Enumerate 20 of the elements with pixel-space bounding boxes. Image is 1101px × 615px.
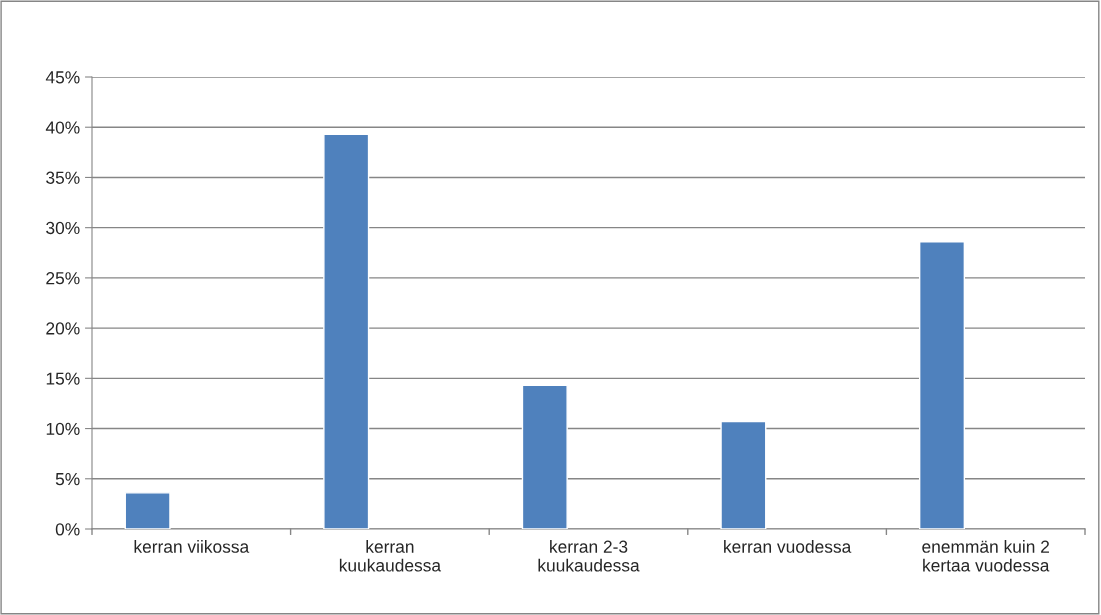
bar: [720, 420, 767, 529]
bar: [918, 241, 966, 529]
x-tick-label: enemmän kuin 2 kertaa vuodessa: [922, 540, 1050, 572]
y-tick-label: 35%: [46, 171, 80, 184]
y-tick-label: 0%: [55, 523, 80, 536]
x-tick-label: kerran vuodessa: [724, 540, 852, 553]
y-tick-label: 5%: [55, 473, 80, 486]
y-tick-label: 20%: [46, 322, 80, 335]
bar: [124, 492, 171, 529]
y-tick-label: 25%: [46, 272, 80, 285]
y-tick-label: 10%: [46, 422, 80, 436]
x-tick-label: kerran viikossa: [134, 540, 250, 553]
bar: [323, 133, 370, 529]
y-tick-label: 40%: [45, 121, 80, 134]
y-tick-label: 30%: [46, 221, 80, 235]
x-tick-label: kerran kuukaudessa: [339, 540, 442, 572]
y-tick-label: 45%: [45, 71, 80, 84]
bar: [521, 384, 568, 529]
x-tick-label: kerran 2-3 kuukaudessa: [538, 540, 640, 572]
y-tick-label: 15%: [46, 372, 80, 385]
